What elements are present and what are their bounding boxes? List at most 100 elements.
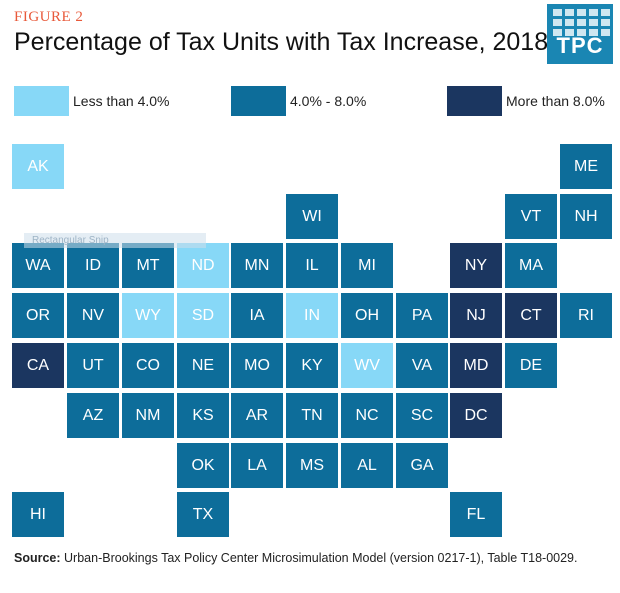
state-tile-mo: MO xyxy=(231,343,283,388)
state-label-sd: SD xyxy=(191,306,215,324)
legend-label-mid: 4.0% - 8.0% xyxy=(290,93,367,109)
state-label-ms: MS xyxy=(300,456,324,474)
legend-item-low: Less than 4.0% xyxy=(14,86,170,116)
state-label-sc: SC xyxy=(410,406,434,424)
state-tile-hi: HI xyxy=(12,492,64,537)
state-label-al: AL xyxy=(357,456,377,474)
state-tile-in: IN xyxy=(286,293,338,338)
snip-tool-overlay: Rectangular Snip xyxy=(24,233,206,248)
state-tile-id: ID xyxy=(67,243,119,288)
state-label-ga: GA xyxy=(410,456,434,474)
state-tile-nv: NV xyxy=(67,293,119,338)
state-tile-ct: CT xyxy=(505,293,557,338)
legend-label-low: Less than 4.0% xyxy=(73,93,170,109)
state-label-nm: NM xyxy=(135,406,161,424)
state-label-hi: HI xyxy=(30,505,46,523)
state-tile-mn: MN xyxy=(231,243,283,288)
state-label-va: VA xyxy=(411,356,433,374)
state-label-ar: AR xyxy=(245,406,269,424)
state-tile-ok: OK xyxy=(177,443,229,488)
state-label-az: AZ xyxy=(82,406,104,424)
state-tile-mi: MI xyxy=(341,243,393,288)
state-label-tx: TX xyxy=(192,505,214,523)
state-tile-oh: OH xyxy=(341,293,393,338)
state-tile-al: AL xyxy=(341,443,393,488)
state-label-pa: PA xyxy=(411,306,433,324)
state-tile-ak: AK xyxy=(12,144,64,189)
state-tile-vt: VT xyxy=(505,194,557,239)
state-tile-az: AZ xyxy=(67,393,119,438)
tpc-grid-logo-icon xyxy=(553,9,610,36)
state-tile-co: CO xyxy=(122,343,174,388)
state-label-vt: VT xyxy=(520,207,542,225)
state-label-ok: OK xyxy=(191,456,215,474)
state-label-id: ID xyxy=(85,256,101,274)
state-label-nj: NJ xyxy=(466,306,486,324)
state-label-in: IN xyxy=(304,306,320,324)
state-tile-md: MD xyxy=(450,343,502,388)
state-label-tn: TN xyxy=(301,406,323,424)
state-label-dc: DC xyxy=(464,406,488,424)
state-label-ct: CT xyxy=(520,306,542,324)
state-tile-nh: NH xyxy=(560,194,612,239)
legend-swatch-low xyxy=(14,86,69,116)
state-label-ny: NY xyxy=(464,256,488,274)
state-tile-wa: WA xyxy=(12,243,64,288)
legend-swatch-mid xyxy=(231,86,286,116)
state-label-mo: MO xyxy=(244,356,270,374)
state-tile-wi: WI xyxy=(286,194,338,239)
state-label-or: OR xyxy=(26,306,50,324)
state-label-ky: KY xyxy=(301,356,323,374)
state-tile-ma: MA xyxy=(505,243,557,288)
legend-label-high: More than 8.0% xyxy=(506,93,605,109)
state-label-mn: MN xyxy=(244,256,270,274)
state-tile-sc: SC xyxy=(396,393,448,438)
state-tile-ri: RI xyxy=(560,293,612,338)
state-tile-nm: NM xyxy=(122,393,174,438)
state-label-nh: NH xyxy=(574,207,598,225)
state-tile-wv: WV xyxy=(341,343,393,388)
state-tile-nc: NC xyxy=(341,393,393,438)
tpc-logo-text: TPC xyxy=(556,33,604,58)
state-label-nd: ND xyxy=(191,256,215,274)
state-tile-ga: GA xyxy=(396,443,448,488)
state-tile-dc: DC xyxy=(450,393,502,438)
state-label-ri: RI xyxy=(578,306,594,324)
state-label-wa: WA xyxy=(25,256,51,274)
state-label-wi: WI xyxy=(302,207,322,225)
source-label: Source: xyxy=(14,551,61,565)
state-tile-tx: TX xyxy=(177,492,229,537)
state-label-mi: MI xyxy=(358,256,376,274)
state-label-ia: IA xyxy=(249,306,265,324)
state-label-wy: WY xyxy=(135,306,161,324)
state-label-nc: NC xyxy=(355,406,379,424)
state-tile-wy: WY xyxy=(122,293,174,338)
state-tile-ms: MS xyxy=(286,443,338,488)
source-note: Source: Urban-Brookings Tax Policy Cente… xyxy=(14,550,610,567)
state-tile-pa: PA xyxy=(396,293,448,338)
state-tile-or: OR xyxy=(12,293,64,338)
state-label-md: MD xyxy=(463,356,489,374)
state-label-ak: AK xyxy=(27,157,49,175)
state-tile-nj: NJ xyxy=(450,293,502,338)
state-label-mt: MT xyxy=(136,256,160,274)
legend-swatch-high xyxy=(447,86,502,116)
state-label-ma: MA xyxy=(519,256,543,274)
state-tile-fl: FL xyxy=(450,492,502,537)
state-tile-me: ME xyxy=(560,144,612,189)
state-tile-ks: KS xyxy=(177,393,229,438)
state-tile-la: LA xyxy=(231,443,283,488)
state-label-de: DE xyxy=(519,356,543,374)
state-tile-ia: IA xyxy=(231,293,283,338)
state-label-il: IL xyxy=(305,256,319,274)
state-label-ca: CA xyxy=(26,356,50,374)
state-label-nv: NV xyxy=(81,306,105,324)
tpc-logo: TPC xyxy=(547,4,613,64)
figure-label: FIGURE 2 xyxy=(14,9,84,25)
state-tile-ny: NY xyxy=(450,243,502,288)
state-label-fl: FL xyxy=(466,505,486,523)
map-title: Percentage of Tax Units with Tax Increas… xyxy=(14,28,549,56)
state-label-ut: UT xyxy=(82,356,104,374)
state-tile-ne: NE xyxy=(177,343,229,388)
state-tile-sd: SD xyxy=(177,293,229,338)
